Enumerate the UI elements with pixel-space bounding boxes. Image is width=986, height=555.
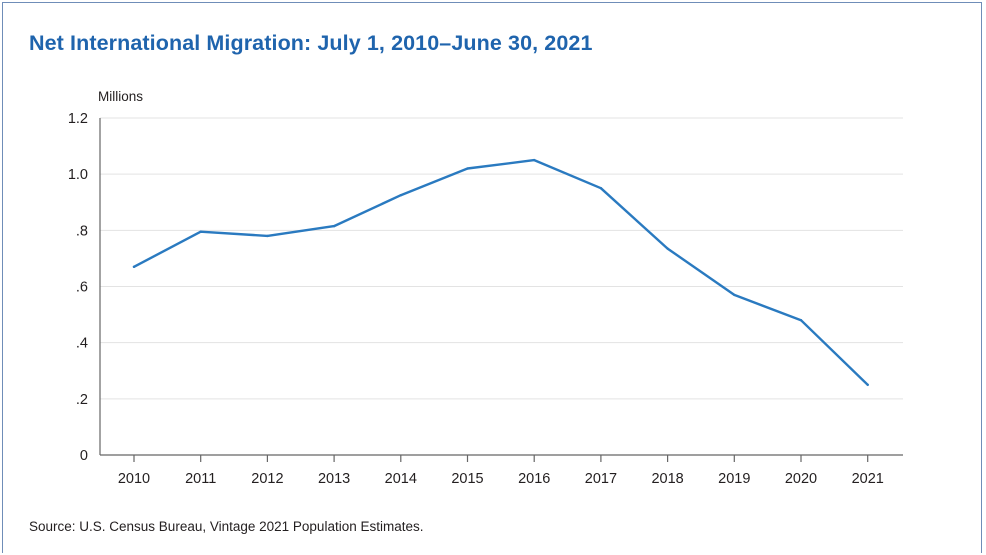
data-series bbox=[132, 158, 869, 386]
y-tick-label: .4 bbox=[76, 336, 88, 352]
x-tick-label: 2016 bbox=[518, 471, 550, 487]
data-point bbox=[666, 247, 669, 250]
y-tick-label: .2 bbox=[76, 392, 88, 408]
x-tick-label: 2019 bbox=[718, 471, 750, 487]
data-point bbox=[866, 383, 869, 386]
x-tick-label: 2020 bbox=[785, 471, 817, 487]
y-tick-label: .6 bbox=[76, 280, 88, 296]
x-tick-label: 2017 bbox=[585, 471, 617, 487]
y-tick-labels: 0 .2 .4 .6 .8 1.0 1.2 bbox=[68, 111, 88, 464]
x-tick-label: 2011 bbox=[185, 471, 216, 487]
gridlines bbox=[100, 117, 903, 400]
y-tick-label: 1.2 bbox=[68, 111, 88, 127]
series-line bbox=[132, 158, 869, 386]
x-tick-label: 2021 bbox=[852, 471, 884, 487]
y-tick-label: 1.0 bbox=[68, 167, 88, 183]
y-tick-label: .8 bbox=[76, 223, 88, 239]
chart-title: Net International Migration: July 1, 201… bbox=[29, 31, 593, 55]
x-tick-label: 2010 bbox=[118, 471, 150, 487]
data-point bbox=[332, 224, 336, 228]
x-tick-label: 2013 bbox=[318, 471, 350, 487]
source-note: Source: U.S. Census Bureau, Vintage 2021… bbox=[29, 519, 424, 534]
data-point bbox=[266, 234, 269, 238]
data-point bbox=[599, 187, 603, 190]
axes bbox=[99, 118, 903, 462]
y-axis-label: Millions bbox=[98, 89, 143, 104]
x-tick-label: 2018 bbox=[651, 471, 683, 487]
x-tick-label: 2014 bbox=[385, 471, 417, 487]
x-tick-labels: 2010 2011 2012 2013 2014 2015 2016 2017 2018 2019… bbox=[118, 471, 884, 487]
y-tick-label: 0 bbox=[80, 448, 88, 464]
data-point bbox=[533, 158, 536, 162]
data-point bbox=[199, 230, 202, 233]
data-point bbox=[132, 265, 136, 269]
data-point bbox=[466, 167, 469, 170]
x-tick-label: 2015 bbox=[451, 471, 483, 487]
x-tick-label: 2012 bbox=[251, 471, 283, 487]
data-point bbox=[733, 293, 736, 297]
data-point bbox=[799, 319, 803, 322]
data-point bbox=[399, 194, 402, 197]
